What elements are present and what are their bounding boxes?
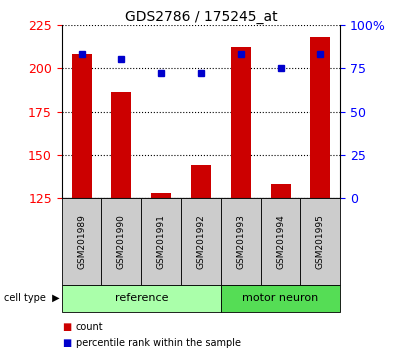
- Text: GSM201991: GSM201991: [157, 214, 166, 269]
- Text: GSM201994: GSM201994: [276, 214, 285, 269]
- Text: ■: ■: [62, 338, 71, 348]
- Bar: [231, 47, 251, 198]
- Title: GDS2786 / 175245_at: GDS2786 / 175245_at: [125, 10, 277, 24]
- Text: ■: ■: [62, 322, 71, 332]
- Text: percentile rank within the sample: percentile rank within the sample: [76, 338, 241, 348]
- Bar: [111, 92, 131, 198]
- Text: cell type  ▶: cell type ▶: [4, 293, 60, 303]
- Bar: [271, 184, 291, 198]
- Bar: [72, 54, 92, 198]
- Text: count: count: [76, 322, 103, 332]
- Text: reference: reference: [115, 293, 168, 303]
- Bar: [191, 165, 211, 198]
- Bar: [151, 193, 171, 198]
- Text: GSM201989: GSM201989: [77, 214, 86, 269]
- Bar: [310, 37, 330, 198]
- Text: GSM201993: GSM201993: [236, 214, 245, 269]
- Text: motor neuron: motor neuron: [242, 293, 319, 303]
- Text: GSM201995: GSM201995: [316, 214, 325, 269]
- Text: GSM201992: GSM201992: [197, 214, 205, 269]
- Text: GSM201990: GSM201990: [117, 214, 126, 269]
